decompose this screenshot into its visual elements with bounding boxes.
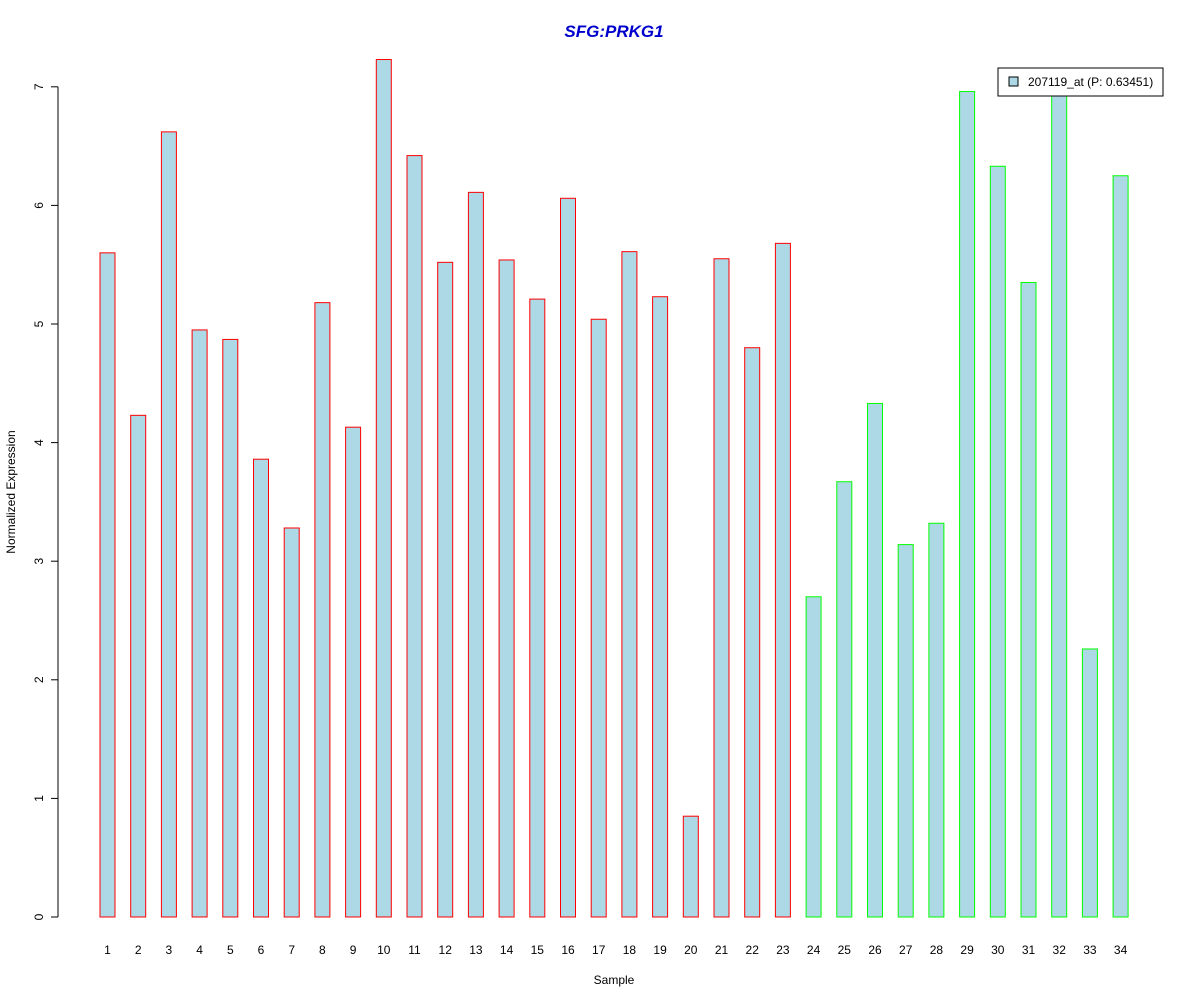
- bar-sample-30: [989, 165, 1006, 918]
- bar-sample-22: [744, 347, 761, 918]
- x-tick-label: 5: [227, 943, 234, 957]
- x-tick-label: 26: [868, 943, 882, 957]
- x-tick-label: 6: [258, 943, 265, 957]
- legend-swatch: [1008, 76, 1019, 87]
- bars: [99, 59, 1129, 918]
- x-tick-label: 17: [592, 943, 606, 957]
- bar-sample-9: [345, 426, 362, 918]
- x-tick-label: 16: [561, 943, 575, 957]
- bar-sample-28: [928, 522, 945, 918]
- y-tick-label: 7: [32, 83, 46, 90]
- x-tick-label: 2: [135, 943, 142, 957]
- bar-sample-32: [1051, 91, 1068, 918]
- x-tick-label: 28: [930, 943, 944, 957]
- x-axis-tick-labels: 1 2 3 4 5 6 7 8 9 10 11 12 13 14 15 16 17 18 19 20 21 22 23 24 2…: [104, 943, 1127, 957]
- x-tick-label: 34: [1114, 943, 1128, 957]
- x-tick-label: 13: [469, 943, 483, 957]
- bar-sample-20: [682, 815, 699, 918]
- bar-sample-11: [406, 155, 423, 918]
- x-tick-label: 20: [684, 943, 698, 957]
- x-tick-label: 33: [1083, 943, 1097, 957]
- x-tick-label: 19: [653, 943, 667, 957]
- x-tick-label: 1: [104, 943, 111, 957]
- x-tick-label: 24: [807, 943, 821, 957]
- bar-sample-23: [774, 242, 791, 918]
- x-tick-label: 9: [350, 943, 357, 957]
- bar-sample-19: [652, 296, 669, 918]
- bar-sample-5: [222, 338, 239, 918]
- y-axis: 0 1 2 3 4 5 6 7: [32, 83, 59, 920]
- bar-sample-13: [467, 191, 484, 918]
- x-tick-label: 27: [899, 943, 913, 957]
- legend: 207119_at (P: 0.63451): [997, 67, 1164, 97]
- bar-sample-31: [1020, 281, 1037, 918]
- y-tick-label: 3: [32, 558, 46, 565]
- bar-sample-1: [99, 252, 116, 918]
- bar-sample-26: [867, 402, 883, 918]
- bar-sample-17: [590, 318, 607, 918]
- x-tick-label: 7: [288, 943, 295, 957]
- bar-sample-34: [1112, 175, 1129, 918]
- x-tick-label: 31: [1022, 943, 1036, 957]
- x-tick-label: 3: [166, 943, 173, 957]
- legend-entry: 207119_at (P: 0.63451): [1028, 75, 1153, 89]
- bar-sample-29: [959, 91, 976, 918]
- x-tick-label: 18: [623, 943, 637, 957]
- x-tick-label: 4: [196, 943, 203, 957]
- x-axis-label: Sample: [594, 973, 635, 987]
- x-tick-label: 14: [500, 943, 514, 957]
- x-tick-label: 11: [408, 943, 421, 957]
- x-tick-label: 23: [776, 943, 790, 957]
- x-tick-label: 25: [838, 943, 852, 957]
- bar-sample-15: [529, 298, 546, 918]
- bar-sample-7: [283, 527, 300, 918]
- x-tick-label: 22: [746, 943, 760, 957]
- bar-sample-6: [253, 458, 269, 918]
- bar-sample-14: [498, 259, 515, 918]
- x-tick-label: 21: [715, 943, 729, 957]
- bar-sample-25: [836, 481, 853, 918]
- y-tick-label: 2: [32, 676, 46, 683]
- bar-sample-3: [160, 131, 177, 918]
- bar-sample-16: [560, 197, 576, 918]
- x-tick-label: 8: [319, 943, 326, 957]
- y-tick-label: 5: [32, 320, 46, 327]
- x-tick-label: 12: [439, 943, 453, 957]
- y-axis-label: Normalized Expression: [4, 430, 18, 553]
- bar-sample-33: [1081, 648, 1098, 918]
- bar-sample-24: [805, 596, 822, 918]
- x-tick-label: 15: [531, 943, 545, 957]
- bar-sample-27: [897, 544, 914, 918]
- x-tick-label: 32: [1053, 943, 1067, 957]
- y-tick-label: 6: [32, 202, 46, 209]
- y-tick-label: 1: [32, 795, 46, 802]
- legend-box: [997, 67, 1164, 97]
- chart-title: SFG:PRKG1: [564, 22, 663, 41]
- x-tick-label: 29: [960, 943, 974, 957]
- bar-sample-2: [130, 414, 147, 918]
- x-tick-label: 10: [377, 943, 391, 957]
- x-tick-label: 30: [991, 943, 1005, 957]
- bar-sample-10: [375, 59, 392, 918]
- bar-sample-18: [621, 251, 638, 918]
- y-tick-label: 4: [32, 439, 46, 446]
- bar-sample-12: [437, 261, 454, 918]
- bar-sample-8: [314, 302, 331, 918]
- bar-sample-21: [713, 258, 730, 918]
- y-tick-label: 0: [32, 913, 46, 920]
- bar-sample-4: [191, 329, 208, 918]
